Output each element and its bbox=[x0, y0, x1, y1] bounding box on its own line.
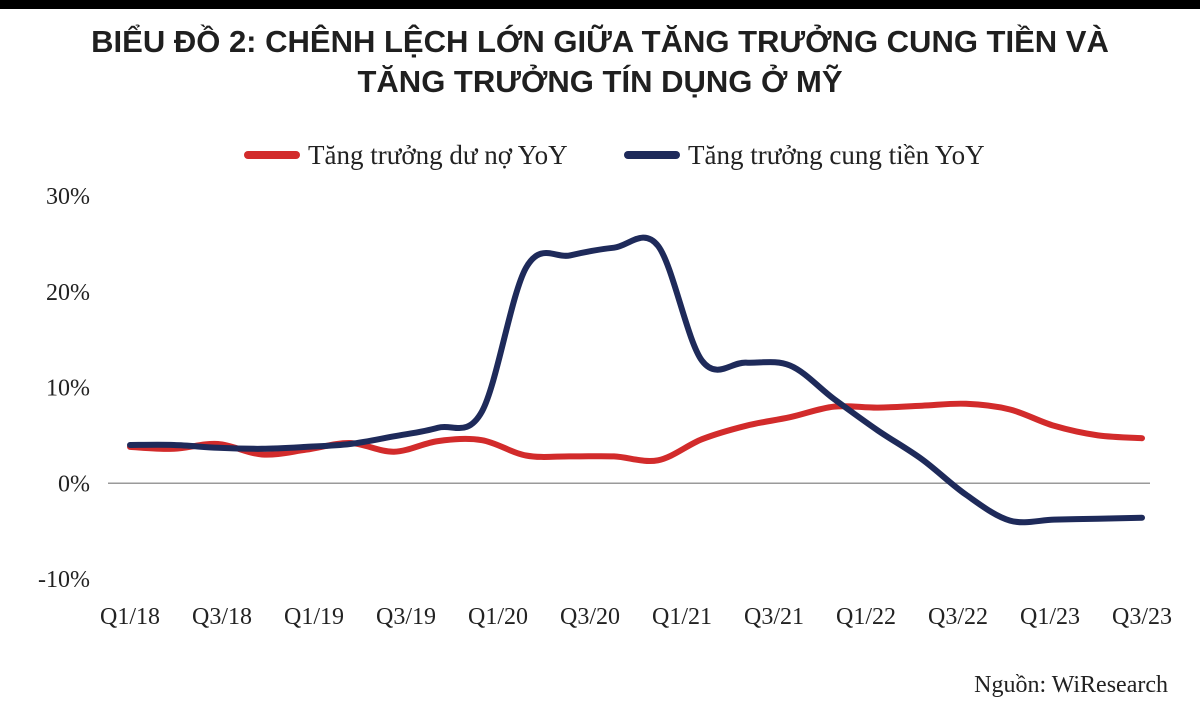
legend-item-money-supply: Tăng trưởng cung tiền YoY bbox=[624, 138, 985, 172]
x-tick-label: Q3/19 bbox=[376, 604, 436, 630]
x-tick-label: Q3/23 bbox=[1112, 604, 1172, 630]
chart-title-line-1: BIỂU ĐỒ 2: CHÊNH LỆCH LỚN GIỮA TĂNG TRƯỞ… bbox=[91, 24, 1109, 59]
y-axis-ticks: 30% 20% 10% 0% -10% bbox=[38, 184, 90, 593]
x-tick-label: Q1/19 bbox=[284, 604, 344, 630]
legend-swatch-money-supply bbox=[624, 151, 680, 159]
x-tick-label: Q3/22 bbox=[928, 604, 988, 630]
chart-title: BIỂU ĐỒ 2: CHÊNH LỆCH LỚN GIỮA TĂNG TRƯỞ… bbox=[0, 22, 1200, 102]
x-tick-label: Q1/21 bbox=[652, 604, 712, 630]
y-tick-label: 10% bbox=[46, 376, 90, 402]
top-rule bbox=[0, 0, 1200, 9]
legend-item-credit: Tăng trưởng dư nợ YoY bbox=[244, 138, 568, 172]
x-axis-ticks: Q1/18 Q3/18 Q1/19 Q3/19 Q1/20 Q3/20 Q1/21 Q3/21… bbox=[100, 604, 1172, 630]
legend-label-money-supply: Tăng trưởng cung tiền YoY bbox=[688, 139, 985, 170]
x-tick-label: Q1/20 bbox=[468, 604, 528, 630]
source-note: Nguồn: WiResearch bbox=[974, 672, 1168, 698]
x-tick-label: Q3/20 bbox=[560, 604, 620, 630]
y-tick-label: 0% bbox=[58, 471, 90, 497]
y-tick-label: 30% bbox=[46, 184, 90, 210]
y-tick-label: -10% bbox=[38, 567, 90, 593]
chart-legend: Tăng trưởng dư nợ YoY Tăng trưởng cung t… bbox=[0, 138, 1200, 172]
x-tick-label: Q1/22 bbox=[836, 604, 896, 630]
series-line-credit bbox=[127, 400, 1145, 464]
x-tick-label: Q1/23 bbox=[1020, 604, 1080, 630]
y-tick-label: 20% bbox=[46, 280, 90, 306]
series-lines bbox=[127, 234, 1145, 526]
x-tick-label: Q3/18 bbox=[192, 604, 252, 630]
x-tick-label: Q3/21 bbox=[744, 604, 804, 630]
chart-title-line-2: TĂNG TRƯỞNG TÍN DỤNG Ở MỸ bbox=[357, 64, 843, 99]
x-tick-label: Q1/18 bbox=[100, 604, 160, 630]
legend-swatch-credit bbox=[244, 151, 300, 159]
series-line-money-supply bbox=[127, 234, 1145, 526]
legend-label-credit: Tăng trưởng dư nợ YoY bbox=[308, 139, 568, 170]
